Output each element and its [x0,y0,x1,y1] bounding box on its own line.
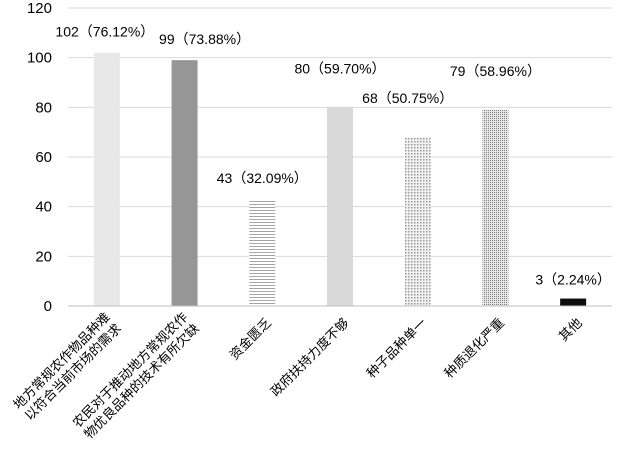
data-label-2: 43（32.09%） [217,170,308,186]
category-label-6: 其他 [557,316,586,345]
bar-1 [171,60,198,307]
bar-2 [249,199,276,306]
category-labels: 地方常规农作物品种难以符合当前市场的需求农民对于推动地方常规农作物优良品种的技术… [10,309,585,442]
data-label-5: 79（58.96%） [450,63,541,79]
y-axis-tick-labels: 0 20 40 60 80 100 120 [27,0,52,315]
data-label-4: 68（50.75%） [362,90,453,106]
bar-4 [404,137,431,306]
bars [93,52,587,307]
category-label-line: 政府扶持力度不够 [268,315,353,400]
bar-5 [482,109,509,306]
y-tick-label: 0 [44,298,52,315]
category-label-3: 政府扶持力度不够 [268,315,353,400]
y-tick-label: 60 [35,149,52,166]
bar-6 [560,298,587,306]
data-label-1: 99（73.88%） [159,31,250,47]
data-label-3: 80（59.70%） [294,60,385,76]
bar-0 [93,52,120,307]
category-label-line: 资金匮乏 [227,315,275,363]
data-label-6: 3（2.24%） [535,272,610,288]
category-label-2: 资金匮乏 [227,315,275,363]
category-label-line: 其他 [557,316,586,345]
category-label-line: 种子品种单一 [364,316,430,382]
y-tick-label: 20 [35,248,52,265]
bar-3 [327,107,353,306]
y-tick-label: 40 [35,199,52,216]
y-tick-label: 100 [27,50,52,67]
data-labels: 102（76.12%） 99（73.88%） 43（32.09%） 80（59.70%… [55,24,610,288]
y-tick-label: 120 [27,0,52,17]
category-label-line: 种质退化严重 [441,315,507,381]
y-tick-label: 80 [35,99,52,116]
category-label-4: 种子品种单一 [364,316,430,382]
data-label-0: 102（76.12%） [55,24,154,40]
category-label-5: 种质退化严重 [441,315,507,381]
